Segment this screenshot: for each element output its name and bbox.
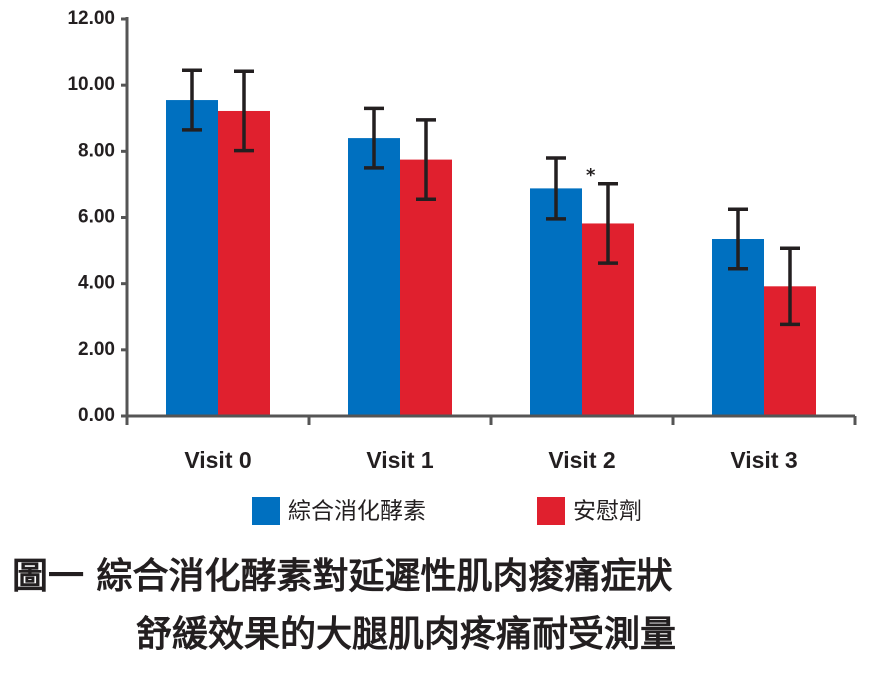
error-bar xyxy=(598,182,618,265)
y-tick-label: 12.00 xyxy=(67,8,115,29)
x-tick-label: Visit 1 xyxy=(366,447,434,473)
error-bar xyxy=(546,156,566,221)
y-tick-label: 8.00 xyxy=(78,140,115,161)
x-tick-label: Visit 2 xyxy=(548,447,615,473)
legend-label: 安慰劑 xyxy=(573,499,642,525)
chart-title: 圖一 綜合消化酵素對延遲性肌肉痠痛症狀 xyxy=(12,556,673,597)
y-tick-label: 6.00 xyxy=(78,207,115,228)
legend-swatch xyxy=(252,497,280,525)
x-tick-label: Visit 3 xyxy=(730,447,797,473)
x-tick-label: Visit 0 xyxy=(184,447,251,473)
bar xyxy=(530,188,582,416)
y-tick-label: 4.00 xyxy=(78,273,115,294)
y-tick-label: 2.00 xyxy=(78,339,115,360)
error-bar xyxy=(234,69,254,153)
bar xyxy=(348,138,400,416)
legend-swatch xyxy=(537,497,565,525)
error-bar xyxy=(416,118,436,202)
bar xyxy=(400,159,452,416)
annotation: * xyxy=(586,165,596,186)
y-tick-label: 0.00 xyxy=(78,405,115,426)
error-bar xyxy=(364,106,384,170)
chart-title: 舒緩效果的大腿肌肉疼痛耐受測量 xyxy=(136,614,676,655)
error-bar xyxy=(728,207,748,271)
error-bar xyxy=(182,68,202,132)
bar xyxy=(218,110,270,416)
y-tick-label: 10.00 xyxy=(67,74,115,95)
error-bar xyxy=(780,246,800,327)
bar xyxy=(166,100,218,416)
legend-label: 綜合消化酵素 xyxy=(288,499,426,525)
